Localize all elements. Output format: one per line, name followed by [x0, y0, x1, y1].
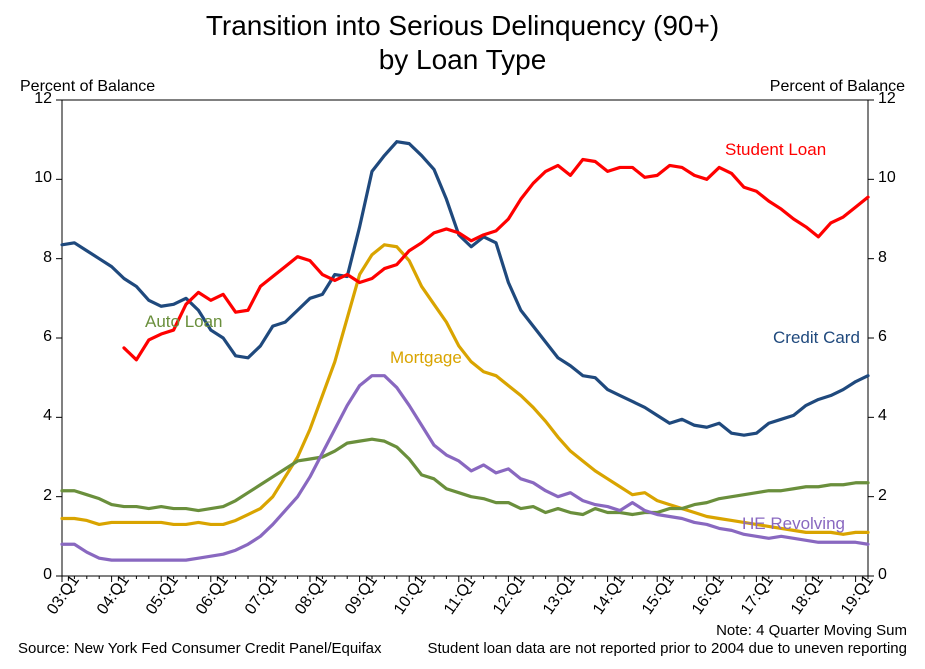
y-tick-label-right: 6 [878, 328, 887, 346]
series-label: Student Loan [725, 140, 826, 160]
series-label: Mortgage [390, 348, 462, 368]
series-label: Credit Card [773, 328, 860, 348]
y-tick-label-left: 12 [34, 90, 52, 108]
y-tick-label-left: 8 [43, 249, 52, 267]
y-tick-label-left: 10 [34, 169, 52, 187]
series-label: Auto Loan [145, 312, 223, 332]
y-tick-label-left: 4 [43, 407, 52, 425]
source-text: Source: New York Fed Consumer Credit Pan… [18, 640, 382, 657]
y-tick-label-right: 0 [878, 566, 887, 584]
y-tick-label-right: 12 [878, 90, 896, 108]
y-tick-label-right: 4 [878, 407, 887, 425]
y-tick-label-right: 8 [878, 249, 887, 267]
y-tick-label-left: 2 [43, 487, 52, 505]
y-tick-label-right: 2 [878, 487, 887, 505]
y-tick-label-left: 6 [43, 328, 52, 346]
y-tick-label-left: 0 [43, 566, 52, 584]
note-line1: Note: 4 Quarter Moving Sum [716, 622, 907, 639]
chart-title-line1: Transition into Serious Delinquency (90+… [0, 10, 925, 42]
note-line2: Student loan data are not reported prior… [427, 640, 907, 657]
chart-title-line2: by Loan Type [0, 44, 925, 76]
series-label: HE Revolving [742, 514, 845, 534]
y-tick-label-right: 10 [878, 169, 896, 187]
